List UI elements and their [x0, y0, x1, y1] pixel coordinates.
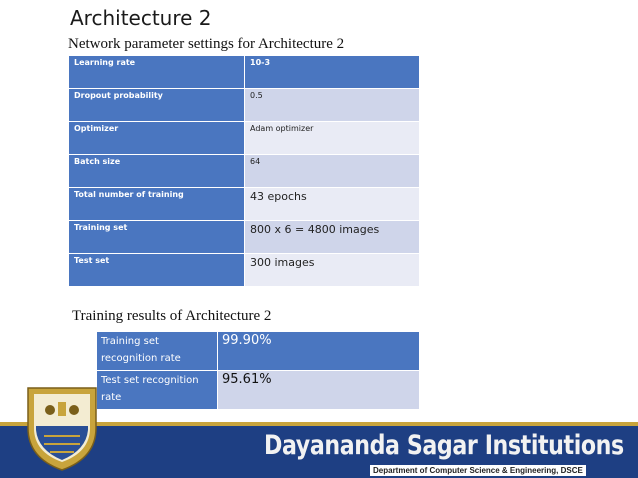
- institution-logo: [27, 387, 97, 471]
- param-value: 800 x 6 = 4800 images: [244, 220, 420, 254]
- parameters-table: Learning rate 10-3 Dropout probability 0…: [68, 55, 420, 287]
- table-row: Test set 300 images: [68, 253, 420, 287]
- param-label: Test set: [68, 253, 245, 287]
- result-label: Test set recognition rate: [96, 370, 218, 410]
- department-label: Department of Computer Science & Enginee…: [370, 465, 586, 476]
- result-value: 95.61%: [217, 370, 420, 410]
- table-row: Batch size 64: [68, 154, 420, 188]
- table-row: Test set recognition rate 95.61%: [96, 370, 420, 410]
- results-table: Training set recognition rate 99.90% Tes…: [96, 331, 420, 410]
- table-row: Dropout probability 0.5: [68, 88, 420, 122]
- param-label: Learning rate: [68, 55, 245, 89]
- param-value: 64: [244, 154, 420, 188]
- slide-title: Architecture 2: [70, 6, 212, 30]
- institution-name: Dayananda Sagar Institutions: [264, 430, 624, 461]
- param-label: Optimizer: [68, 121, 245, 155]
- result-value: 99.90%: [217, 331, 420, 371]
- footer-gold-stripe: [0, 422, 638, 427]
- param-value: 43 epochs: [244, 187, 420, 221]
- param-label: Dropout probability: [68, 88, 245, 122]
- parameters-subtitle: Network parameter settings for Architect…: [68, 36, 345, 52]
- param-label: Batch size: [68, 154, 245, 188]
- table-row: Optimizer Adam optimizer: [68, 121, 420, 155]
- table-row: Total number of training 43 epochs: [68, 187, 420, 221]
- param-value: 10-3: [244, 55, 420, 89]
- result-label: Training set recognition rate: [96, 331, 218, 371]
- param-label: Training set: [68, 220, 245, 254]
- param-value: 300 images: [244, 253, 420, 287]
- table-row: Training set 800 x 6 = 4800 images: [68, 220, 420, 254]
- table-row: Learning rate 10-3: [68, 55, 420, 89]
- results-subtitle: Training results of Architecture 2: [72, 308, 272, 324]
- param-value: 0.5: [244, 88, 420, 122]
- table-row: Training set recognition rate 99.90%: [96, 331, 420, 371]
- param-value: Adam optimizer: [244, 121, 420, 155]
- param-label: Total number of training: [68, 187, 245, 221]
